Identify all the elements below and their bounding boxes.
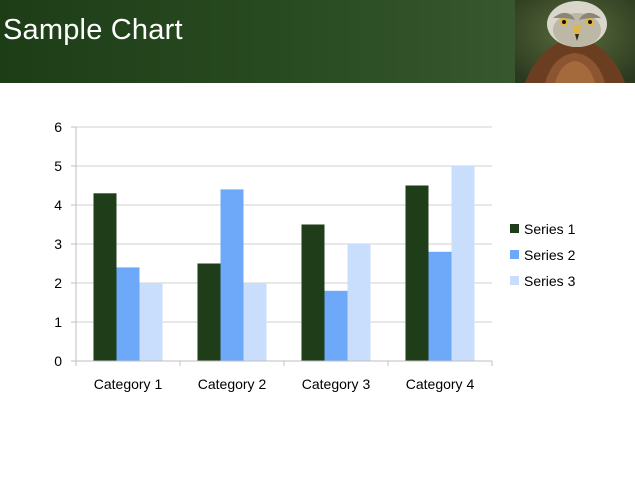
bar bbox=[428, 251, 452, 361]
bar bbox=[197, 263, 221, 361]
axes bbox=[71, 126, 493, 366]
y-tick-label: 6 bbox=[54, 119, 62, 135]
tick-labels: 0 1 2 3 4 5 6 Category 1 Category 2 Category 3 Cat… bbox=[54, 119, 474, 392]
bar bbox=[301, 224, 325, 361]
bar bbox=[220, 189, 244, 361]
bar bbox=[116, 267, 140, 361]
y-tick-label: 1 bbox=[54, 314, 62, 330]
legend-swatch bbox=[510, 224, 519, 233]
bar bbox=[405, 185, 429, 361]
bar bbox=[243, 283, 267, 361]
bar bbox=[451, 166, 475, 361]
legend-label: Series 2 bbox=[524, 247, 576, 263]
bars bbox=[93, 166, 475, 361]
y-tick-label: 2 bbox=[54, 275, 62, 291]
slide-header: Sample Chart bbox=[0, 0, 635, 83]
bar-chart: 0 1 2 3 4 5 6 Category 1 Category 2 Category 3 Cat… bbox=[0, 83, 635, 477]
bar bbox=[324, 290, 348, 361]
legend-swatch bbox=[510, 250, 519, 259]
y-tick-label: 0 bbox=[54, 353, 62, 369]
bar bbox=[93, 193, 117, 361]
x-tick-label: Category 1 bbox=[94, 376, 163, 392]
y-tick-label: 4 bbox=[54, 197, 62, 213]
legend-label: Series 3 bbox=[524, 273, 576, 289]
legend-swatch bbox=[510, 276, 519, 285]
bird-of-prey-photo bbox=[515, 0, 635, 83]
bar bbox=[347, 244, 371, 361]
legend: Series 1 Series 2 Series 3 bbox=[510, 221, 576, 289]
legend-label: Series 1 bbox=[524, 221, 576, 237]
y-tick-label: 3 bbox=[54, 236, 62, 252]
x-tick-label: Category 3 bbox=[302, 376, 371, 392]
bird-of-prey-illustration bbox=[515, 0, 635, 83]
x-tick-label: Category 4 bbox=[406, 376, 475, 392]
slide-title: Sample Chart bbox=[3, 14, 183, 46]
x-tick-label: Category 2 bbox=[198, 376, 267, 392]
y-tick-label: 5 bbox=[54, 158, 62, 174]
bar-chart-svg: 0 1 2 3 4 5 6 Category 1 Category 2 Category 3 Cat… bbox=[54, 119, 576, 392]
bar bbox=[139, 283, 163, 361]
